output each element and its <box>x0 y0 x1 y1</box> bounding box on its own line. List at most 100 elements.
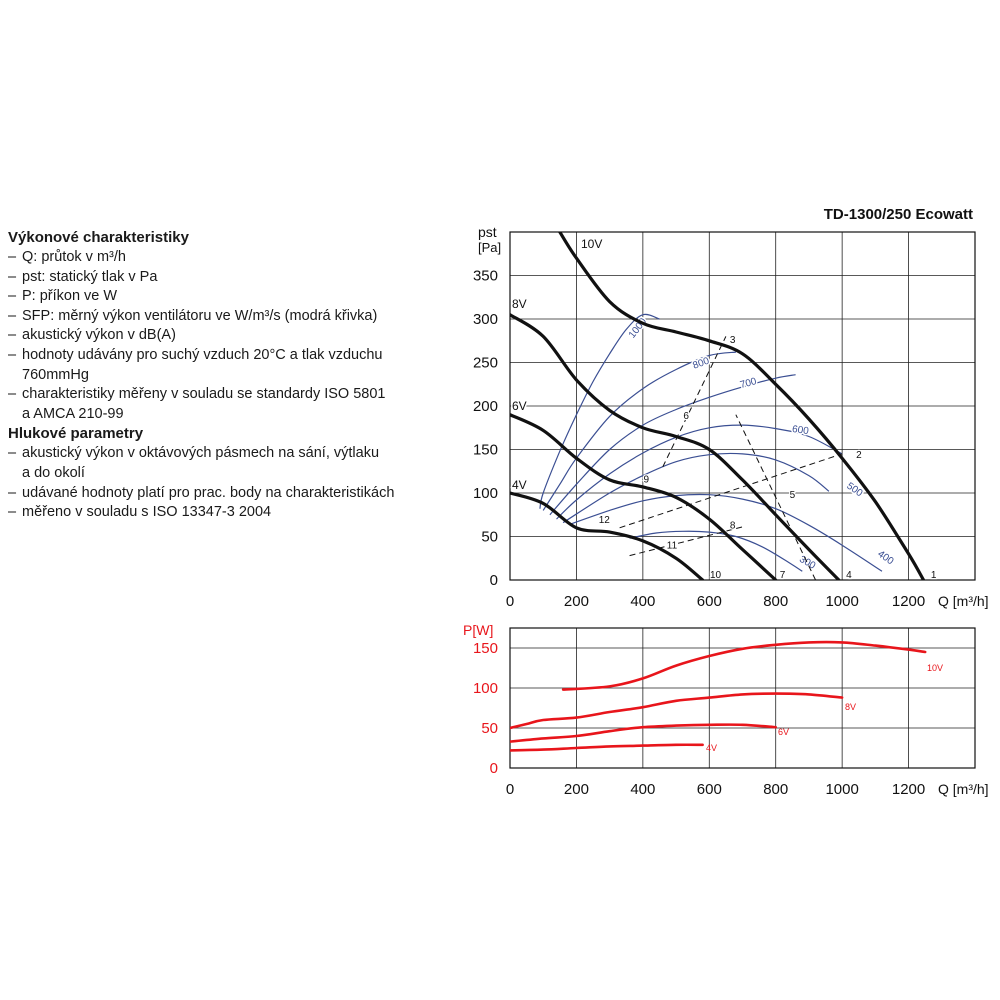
pressure-y-tick-label: 200 <box>473 398 498 415</box>
sfp-curve-1000 <box>539 313 660 509</box>
operating-point-label: 1 <box>931 570 937 581</box>
performance-item-line: charakteristiky měřeny v souladu se stan… <box>22 386 386 403</box>
sfp-curve-500 <box>562 452 830 524</box>
fan-curve-label: 8V <box>512 297 527 311</box>
power-y-axis-label: P[W] <box>463 622 493 638</box>
pressure-x-tick-label: 1200 <box>892 593 925 610</box>
performance-item-line: akustický výkon v dB(A) <box>22 327 176 344</box>
fan-curve-label: 10V <box>581 237 602 251</box>
pressure-x-tick-label: 200 <box>564 593 589 610</box>
power-x-tick-label: 0 <box>506 781 514 798</box>
sfp-curve-label: 800 <box>691 355 711 371</box>
noise-item-line: akustický výkon v oktávových pásmech na … <box>22 445 380 462</box>
pressure-y-tick-label: 350 <box>473 268 498 285</box>
sfp-curve-700 <box>549 374 796 516</box>
pressure-y-tick-label: 300 <box>473 311 498 328</box>
pressure-x-tick-label: 0 <box>506 593 514 610</box>
performance-item: pst: statický tlak v Pa <box>8 268 428 288</box>
power-x-tick-label: 800 <box>763 781 788 798</box>
pressure-y-tick-label: 150 <box>473 442 498 459</box>
noise-item-line: udávané hodnoty platí pro prac. body na … <box>22 484 395 501</box>
sfp-curve-300 <box>629 530 803 572</box>
power-y-tick-label: 150 <box>473 640 498 657</box>
pressure-x-tick-label: 600 <box>697 593 722 610</box>
performance-item: P: příkon ve W <box>8 287 428 307</box>
chart-title: TD-1300/250 Ecowatt <box>824 206 973 223</box>
performance-item-line: hodnoty udávány pro suchý vzduch 20°C a … <box>22 346 383 363</box>
fan-curve-label: 6V <box>512 399 527 413</box>
noise-list: akustický výkon v oktávových pásmech na … <box>8 444 428 522</box>
power-y-tick-label: 50 <box>481 720 498 737</box>
fan-curve-4V <box>510 491 705 580</box>
power-curve-label: 10V <box>927 663 943 673</box>
fan-curve-6V <box>510 413 778 580</box>
power-curve-8V <box>510 692 844 730</box>
sfp-curve-800 <box>542 351 736 511</box>
fan-curve-10V <box>558 232 926 580</box>
performance-item-line: Q: průtok v m³/h <box>22 249 126 265</box>
operating-point-label: 8 <box>730 520 736 531</box>
power-x-tick-label: 400 <box>630 781 655 798</box>
operating-point-label: 7 <box>780 570 786 581</box>
sfp-curve-600 <box>556 424 843 520</box>
power-x-tick-label: 600 <box>697 781 722 798</box>
pressure-y-tick-label: 100 <box>473 485 498 502</box>
operating-point-label: 6 <box>683 411 689 422</box>
noise-item-line: měřeno v souladu s ISO 13347-3 2004 <box>22 504 272 521</box>
performance-item: hodnoty udávány pro suchý vzduch 20°C a … <box>8 346 428 385</box>
operating-point-label: 3 <box>730 335 736 346</box>
sfp-curve-label: 400 <box>875 549 895 568</box>
operating-point-label: 5 <box>790 490 796 501</box>
sfp-curve-400 <box>569 493 883 572</box>
pressure-x-tick-label: 1000 <box>825 593 858 610</box>
pressure-y-axis-unit: [Pa] <box>478 240 501 255</box>
fan-curve-label: 4V <box>512 478 527 492</box>
performance-item: charakteristiky měřeny v souladu se stan… <box>8 385 428 424</box>
power-x-tick-label: 1200 <box>892 781 925 798</box>
operating-point-label: 10 <box>710 570 722 581</box>
power-curve-label: 4V <box>706 743 717 753</box>
power-plot-frame <box>509 627 976 769</box>
power-y-tick-label: 0 <box>490 760 498 777</box>
power-curve-10V <box>561 640 927 691</box>
performance-list: Q: průtok v m³/h pst: statický tlak v Pa P… <box>8 248 428 424</box>
pressure-x-axis-label: Q [m³/h] <box>938 593 989 609</box>
pressure-y-tick-label: 0 <box>490 572 498 589</box>
fan-curve-8V <box>510 313 841 580</box>
noise-item: akustický výkon v oktávových pásmech na … <box>8 444 428 483</box>
operating-point-label: 11 <box>667 540 678 551</box>
performance-item-line: SFP: měrný výkon ventilátoru ve W/m³/s (… <box>22 307 378 324</box>
pressure-y-axis-label: pst <box>478 224 497 240</box>
power-curve-6V <box>510 723 777 743</box>
performance-item-line: a AMCA 210-99 <box>22 405 124 422</box>
performance-item: akustický výkon v dB(A) <box>8 326 428 346</box>
power-curve-4V <box>510 743 704 752</box>
performance-item: SFP: měrný výkon ventilátoru ve W/m³/s (… <box>8 307 428 327</box>
pressure-plot-frame <box>509 231 976 581</box>
power-x-axis-label: Q [m³/h] <box>938 781 989 797</box>
system-characteristic-line <box>735 414 817 580</box>
sfp-curve-label: 600 <box>791 424 809 437</box>
performance-item-line: P: příkon ve W <box>22 288 118 305</box>
pressure-y-tick-label: 50 <box>481 529 498 546</box>
power-x-tick-label: 1000 <box>825 781 858 798</box>
section-title-performance: Výkonové charakteristiky <box>8 229 189 246</box>
legend-text-panel: Výkonové charakteristiky Q: průtok v m³/… <box>8 228 428 523</box>
pressure-y-tick-label: 250 <box>473 355 498 372</box>
operating-point-label: 12 <box>599 515 611 526</box>
operating-point-label: 4 <box>846 570 852 581</box>
pressure-x-tick-label: 800 <box>763 593 788 610</box>
operating-point-label: 2 <box>856 450 862 461</box>
power-y-tick-label: 100 <box>473 680 498 697</box>
power-curve-label: 8V <box>845 702 856 712</box>
power-x-tick-label: 200 <box>564 781 589 798</box>
system-characteristic-line <box>619 453 843 529</box>
noise-item-line: a do okolí <box>22 464 85 481</box>
performance-item: Q: průtok v m³/h <box>8 248 428 268</box>
power-curve-label: 6V <box>778 727 789 737</box>
noise-item: měřeno v souladu s ISO 13347-3 2004 <box>8 503 428 523</box>
section-title-noise: Hlukové parametry <box>8 425 144 443</box>
operating-point-label: 9 <box>644 474 650 485</box>
noise-item: udávané hodnoty platí pro prac. body na … <box>8 484 428 504</box>
